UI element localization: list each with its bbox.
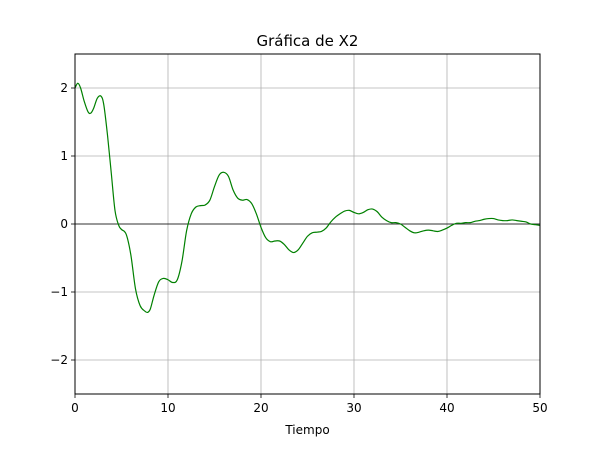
x-tick-label: 20	[253, 401, 268, 415]
y-tick-label: −2	[50, 353, 68, 367]
x-axis-label: Tiempo	[284, 423, 329, 437]
y-tick-label: 1	[60, 149, 68, 163]
y-tick-label: 0	[60, 217, 68, 231]
x-tick-label: 30	[346, 401, 361, 415]
chart-title: Gráfica de X2	[257, 32, 359, 50]
series-line-x2	[74, 82, 541, 314]
x-tick-label: 40	[439, 401, 454, 415]
x-tick-label: 50	[532, 401, 547, 415]
x-tick-label: 10	[160, 401, 175, 415]
y-tick-label: 2	[60, 81, 68, 95]
y-tick-label: −1	[50, 285, 68, 299]
x-tick-label: 0	[71, 401, 79, 415]
